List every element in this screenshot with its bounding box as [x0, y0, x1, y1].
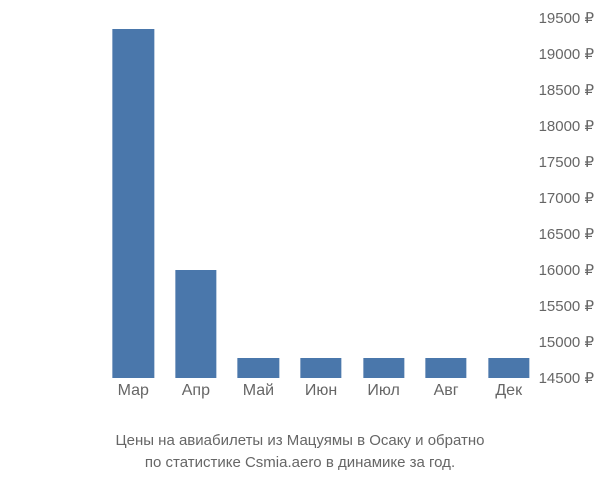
x-tick-label: Мар: [118, 382, 149, 400]
chart-caption: Цены на авиабилеты из Мацуямы в Осаку и …: [0, 430, 600, 474]
x-tick-label: Дек: [495, 382, 522, 400]
y-tick-label: 17000 ₽: [492, 189, 594, 207]
y-tick-label: 18000 ₽: [492, 117, 594, 135]
x-tick-label: Июл: [367, 382, 399, 400]
bar: [113, 29, 154, 378]
price-chart: 14500 ₽15000 ₽15500 ₽16000 ₽16500 ₽17000…: [0, 0, 600, 500]
y-tick-label: 19000 ₽: [492, 45, 594, 63]
bar: [238, 358, 279, 378]
y-tick-label: 15000 ₽: [492, 333, 594, 351]
caption-line: по статистике Csmia.aero в динамике за г…: [0, 452, 600, 474]
y-tick-label: 17500 ₽: [492, 153, 594, 171]
x-tick-label: Авг: [434, 382, 459, 400]
bar: [425, 358, 466, 378]
plot-area: [102, 18, 540, 378]
y-tick-label: 15500 ₽: [492, 297, 594, 315]
x-tick-label: Апр: [182, 382, 210, 400]
bar: [175, 270, 216, 378]
bar: [363, 358, 404, 378]
y-tick-label: 16500 ₽: [492, 225, 594, 243]
x-tick-label: Май: [243, 382, 274, 400]
y-tick-label: 19500 ₽: [492, 9, 594, 27]
y-tick-label: 18500 ₽: [492, 81, 594, 99]
bar: [300, 358, 341, 378]
x-tick-label: Июн: [305, 382, 337, 400]
caption-line: Цены на авиабилеты из Мацуямы в Осаку и …: [0, 430, 600, 452]
y-tick-label: 16000 ₽: [492, 261, 594, 279]
